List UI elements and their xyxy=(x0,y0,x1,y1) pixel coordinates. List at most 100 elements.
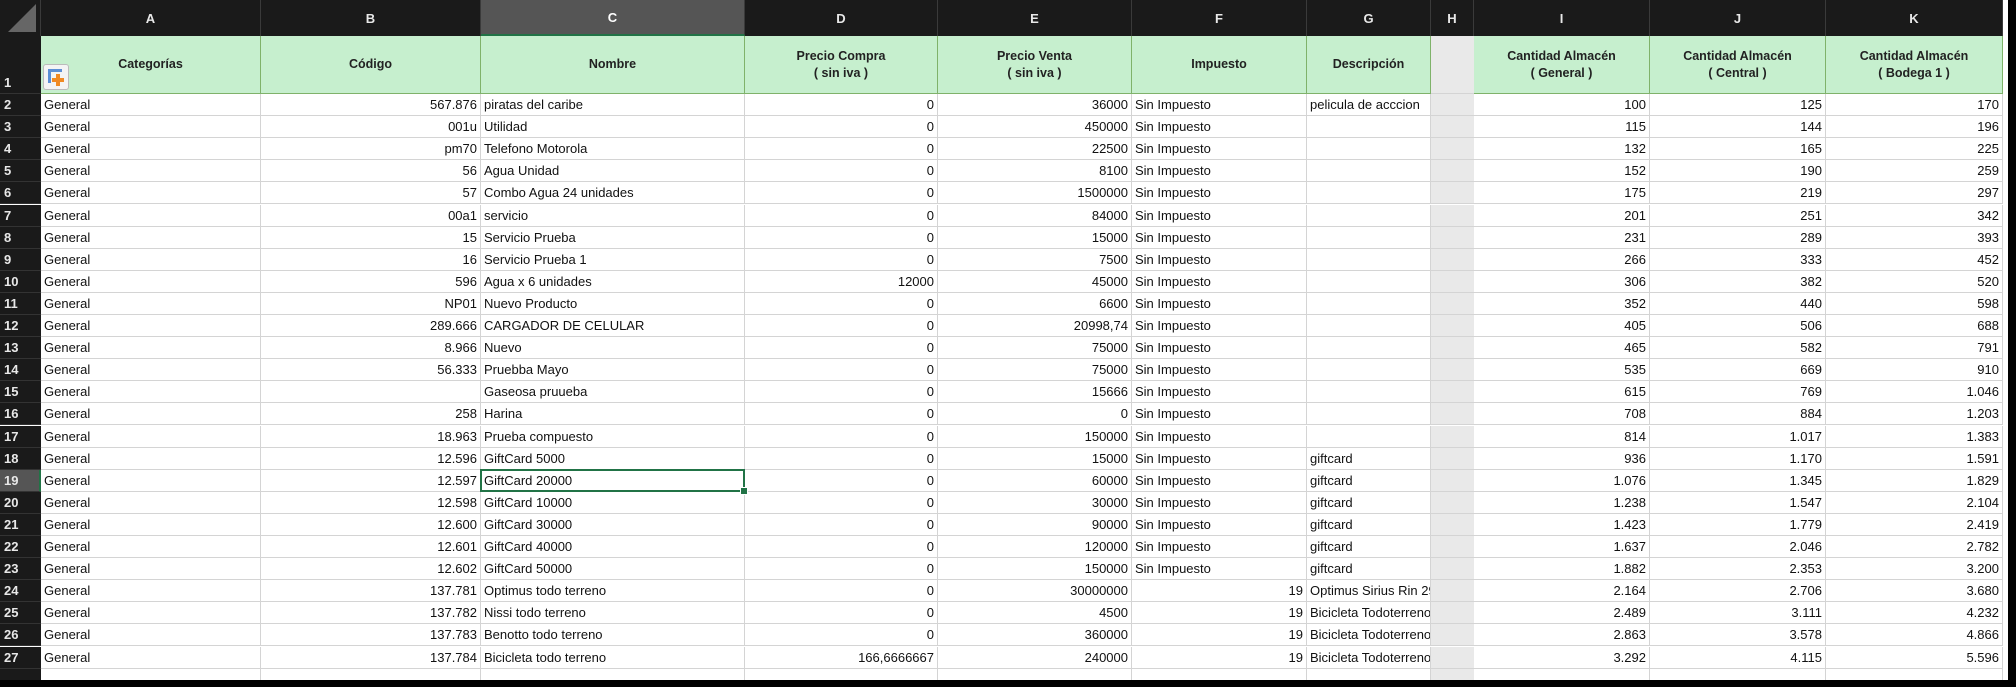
cell-c20[interactable]: GiftCard 10000 xyxy=(481,491,745,514)
cell-c26[interactable]: Benotto todo terreno xyxy=(481,624,745,647)
cell-b17[interactable]: 18.963 xyxy=(261,425,481,448)
row-header-11[interactable]: 11 xyxy=(0,292,41,315)
cell-b11[interactable]: NP01 xyxy=(261,292,481,315)
cell-b6[interactable]: 57 xyxy=(261,182,481,205)
cell-i15[interactable]: 615 xyxy=(1474,381,1650,404)
cell-h16[interactable] xyxy=(1431,403,1474,426)
cell-h17[interactable] xyxy=(1431,425,1474,448)
cell-e24[interactable]: 30000000 xyxy=(938,580,1132,603)
cell-i2[interactable]: 100 xyxy=(1474,94,1650,117)
cell-j25[interactable]: 3.111 xyxy=(1650,602,1826,625)
cell-a21[interactable]: General xyxy=(41,513,261,536)
cell-e14[interactable]: 75000 xyxy=(938,359,1132,382)
cell-i18[interactable]: 936 xyxy=(1474,447,1650,470)
cell-k26[interactable]: 4.866 xyxy=(1826,624,2003,647)
header-cell-a[interactable]: Categorías xyxy=(41,36,261,94)
cell-h21[interactable] xyxy=(1431,513,1474,536)
cell-k15[interactable]: 1.046 xyxy=(1826,381,2003,404)
cell-f24[interactable]: 19 xyxy=(1132,580,1307,603)
header-cell-b[interactable]: Código xyxy=(261,36,481,94)
cell-h22[interactable] xyxy=(1431,536,1474,559)
cell-a6[interactable]: General xyxy=(41,182,261,205)
row-header-26[interactable]: 26 xyxy=(0,624,41,647)
row-header-15[interactable]: 15 xyxy=(0,381,41,404)
cell-h3[interactable] xyxy=(1431,116,1474,139)
cell-a2[interactable]: General xyxy=(41,94,261,117)
cell-d4[interactable]: 0 xyxy=(745,138,938,161)
cell-g2[interactable]: pelicula de acccion xyxy=(1307,94,1431,117)
cell-c8[interactable]: Servicio Prueba xyxy=(481,226,745,249)
cell-h11[interactable] xyxy=(1431,292,1474,315)
cell-b12[interactable]: 289.666 xyxy=(261,315,481,338)
paste-options-icon[interactable] xyxy=(43,64,69,90)
cell-f28[interactable] xyxy=(1132,668,1307,680)
cell-b16[interactable]: 258 xyxy=(261,403,481,426)
cell-e20[interactable]: 30000 xyxy=(938,491,1132,514)
cell-a10[interactable]: General xyxy=(41,270,261,293)
cell-j5[interactable]: 190 xyxy=(1650,160,1826,183)
cell-j24[interactable]: 2.706 xyxy=(1650,580,1826,603)
cell-f7[interactable]: Sin Impuesto xyxy=(1132,204,1307,227)
cell-g9[interactable] xyxy=(1307,248,1431,271)
cell-k5[interactable]: 259 xyxy=(1826,160,2003,183)
cell-f16[interactable]: Sin Impuesto xyxy=(1132,403,1307,426)
row-header-12[interactable]: 12 xyxy=(0,315,41,338)
cell-f12[interactable]: Sin Impuesto xyxy=(1132,315,1307,338)
cell-h28[interactable] xyxy=(1431,668,1474,680)
cell-e19[interactable]: 60000 xyxy=(938,469,1132,492)
cell-k12[interactable]: 688 xyxy=(1826,315,2003,338)
cell-a13[interactable]: General xyxy=(41,337,261,360)
cell-h14[interactable] xyxy=(1431,359,1474,382)
cell-b28[interactable] xyxy=(261,668,481,680)
cell-h19[interactable] xyxy=(1431,469,1474,492)
cell-k25[interactable]: 4.232 xyxy=(1826,602,2003,625)
cell-j23[interactable]: 2.353 xyxy=(1650,558,1826,581)
column-header-d[interactable]: D xyxy=(745,0,938,36)
cell-c16[interactable]: Harina xyxy=(481,403,745,426)
cell-k11[interactable]: 598 xyxy=(1826,292,2003,315)
cell-e11[interactable]: 6600 xyxy=(938,292,1132,315)
column-header-i[interactable]: I xyxy=(1474,0,1650,36)
cell-d6[interactable]: 0 xyxy=(745,182,938,205)
cell-b19[interactable]: 12.597 xyxy=(261,469,481,492)
cell-f8[interactable]: Sin Impuesto xyxy=(1132,226,1307,249)
cell-c3[interactable]: Utilidad xyxy=(481,116,745,139)
cell-c13[interactable]: Nuevo xyxy=(481,337,745,360)
cell-c15[interactable]: Gaseosa pruueba xyxy=(481,381,745,404)
cell-j7[interactable]: 251 xyxy=(1650,204,1826,227)
row-header-10[interactable]: 10 xyxy=(0,270,41,293)
cell-f23[interactable]: Sin Impuesto xyxy=(1132,558,1307,581)
cell-d5[interactable]: 0 xyxy=(745,160,938,183)
cell-a18[interactable]: General xyxy=(41,447,261,470)
row-header-17[interactable]: 17 xyxy=(0,425,41,448)
cell-a20[interactable]: General xyxy=(41,491,261,514)
cell-e28[interactable] xyxy=(938,668,1132,680)
cell-e3[interactable]: 450000 xyxy=(938,116,1132,139)
row-header-16[interactable]: 16 xyxy=(0,403,41,426)
cell-h13[interactable] xyxy=(1431,337,1474,360)
cell-i11[interactable]: 352 xyxy=(1474,292,1650,315)
cell-g3[interactable] xyxy=(1307,116,1431,139)
cell-k19[interactable]: 1.829 xyxy=(1826,469,2003,492)
cell-f17[interactable]: Sin Impuesto xyxy=(1132,425,1307,448)
cell-a23[interactable]: General xyxy=(41,558,261,581)
cell-g17[interactable] xyxy=(1307,425,1431,448)
cell-i25[interactable]: 2.489 xyxy=(1474,602,1650,625)
select-all-button[interactable] xyxy=(0,0,41,36)
row-header-20[interactable]: 20 xyxy=(0,491,41,514)
cell-c2[interactable]: piratas del caribe xyxy=(481,94,745,117)
cell-b9[interactable]: 16 xyxy=(261,248,481,271)
cell-b18[interactable]: 12.596 xyxy=(261,447,481,470)
cell-a9[interactable]: General xyxy=(41,248,261,271)
cell-g19[interactable]: giftcard xyxy=(1307,469,1431,492)
header-cell-h[interactable] xyxy=(1431,36,1474,94)
cell-k17[interactable]: 1.383 xyxy=(1826,425,2003,448)
cell-g16[interactable] xyxy=(1307,403,1431,426)
cell-f5[interactable]: Sin Impuesto xyxy=(1132,160,1307,183)
cell-f14[interactable]: Sin Impuesto xyxy=(1132,359,1307,382)
cell-j18[interactable]: 1.170 xyxy=(1650,447,1826,470)
cell-d21[interactable]: 0 xyxy=(745,513,938,536)
cell-b7[interactable]: 00a1 xyxy=(261,204,481,227)
row-header-8[interactable]: 8 xyxy=(0,226,41,249)
